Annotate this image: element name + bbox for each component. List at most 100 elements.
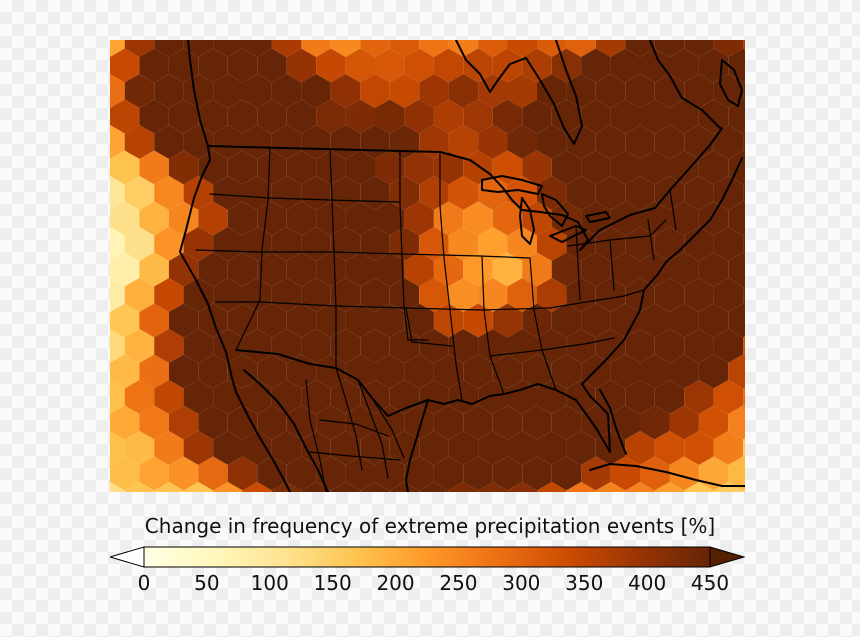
hex-cell (124, 329, 155, 363)
hex-cell (124, 227, 155, 261)
hex-cell (139, 48, 169, 83)
hex-cell (110, 150, 140, 185)
hex-cell (124, 431, 155, 465)
hex-cell (566, 482, 596, 492)
hex-cell (227, 405, 258, 440)
hex-cell (743, 387, 745, 407)
hex-cell (213, 125, 243, 159)
hex-cell (360, 431, 390, 465)
hex-cell (242, 278, 272, 312)
hex-cell (345, 99, 375, 134)
hex-cell (743, 234, 745, 254)
hex-cell (404, 48, 434, 83)
hex-cell (242, 482, 272, 492)
hex-cell (330, 74, 361, 108)
hex-cell (154, 227, 184, 261)
hex-cell (124, 482, 155, 492)
hex-cell (345, 456, 375, 491)
hex-cell (698, 354, 729, 389)
hex-cell (654, 329, 685, 363)
hex-cell (257, 48, 287, 83)
hex-cell (684, 227, 714, 261)
hex-cell (492, 354, 523, 389)
hex-cell (198, 48, 228, 83)
hex-cell (110, 456, 140, 491)
gulf-of-california (243, 369, 329, 492)
hex-cell (360, 278, 390, 312)
hex-cell (728, 456, 745, 491)
hex-cell (110, 176, 125, 210)
hex-cell (124, 74, 155, 108)
hex-cell (669, 99, 699, 134)
hex-cell (198, 354, 228, 389)
hex-cell (625, 329, 655, 363)
hex-cell (640, 456, 670, 491)
hex-cell (463, 99, 493, 134)
hex-cell (213, 176, 243, 210)
hex-cell (610, 354, 640, 389)
hex-cell (110, 431, 125, 465)
hex-cell (198, 99, 228, 134)
hex-cell (271, 176, 302, 210)
hex-cell (463, 48, 493, 83)
hex-cell (728, 405, 745, 440)
hex-cell (124, 278, 155, 312)
hex-cell (433, 303, 464, 338)
hex-cell (316, 252, 346, 287)
hex-cell (654, 125, 685, 159)
pacific-coastline (179, 145, 237, 393)
hex-cell (389, 74, 420, 108)
hex-cell (389, 329, 420, 363)
hex-cell (507, 482, 537, 492)
hex-cell (507, 40, 537, 57)
hex-cell (345, 303, 375, 338)
cuba (589, 463, 745, 487)
hex-cell (110, 48, 140, 83)
hex-cell (286, 201, 317, 236)
bc-coastline (187, 40, 209, 147)
hex-cell (257, 252, 287, 287)
hex-cell (581, 48, 611, 83)
hex-cell (375, 201, 405, 236)
hex-cell (448, 125, 479, 159)
hex-cell (610, 99, 640, 134)
hex-cell (448, 278, 479, 312)
hex-cell (640, 48, 670, 83)
hex-cell (345, 48, 375, 83)
hex-cell (551, 354, 582, 389)
hex-cell (566, 125, 596, 159)
hex-cell (610, 201, 640, 236)
hex-cell (257, 150, 287, 185)
hex-cell (522, 252, 552, 287)
hex-cell (669, 405, 699, 440)
hex-cell (183, 431, 214, 465)
hex-cell (684, 329, 714, 363)
hex-cell (640, 354, 670, 389)
hex-cell (713, 329, 744, 363)
map-canvas (110, 40, 745, 492)
hex-cell (625, 40, 655, 57)
hex-cell (698, 405, 729, 440)
hex-cell (448, 176, 479, 210)
hex-cell (257, 456, 287, 491)
hex-cell (198, 405, 228, 440)
hex-cell (271, 380, 302, 414)
colorbar-tick-6: 300 (502, 571, 541, 595)
hex-cell (375, 48, 405, 83)
hex-cell (404, 354, 434, 389)
hex-cell (301, 278, 331, 312)
hex-cell (227, 99, 258, 134)
hex-cell (492, 201, 523, 236)
hex-cell (124, 176, 155, 210)
hex-cell (492, 48, 523, 83)
hex-cell (242, 125, 272, 159)
hex-cell (154, 176, 184, 210)
hex-cell (566, 431, 596, 465)
hex-cell (698, 252, 729, 287)
hex-cell (728, 201, 745, 236)
hex-cell (139, 405, 169, 440)
hex-cell (168, 405, 199, 440)
hex-cell (654, 278, 685, 312)
hex-cell (242, 40, 272, 57)
hex-cell (507, 329, 537, 363)
